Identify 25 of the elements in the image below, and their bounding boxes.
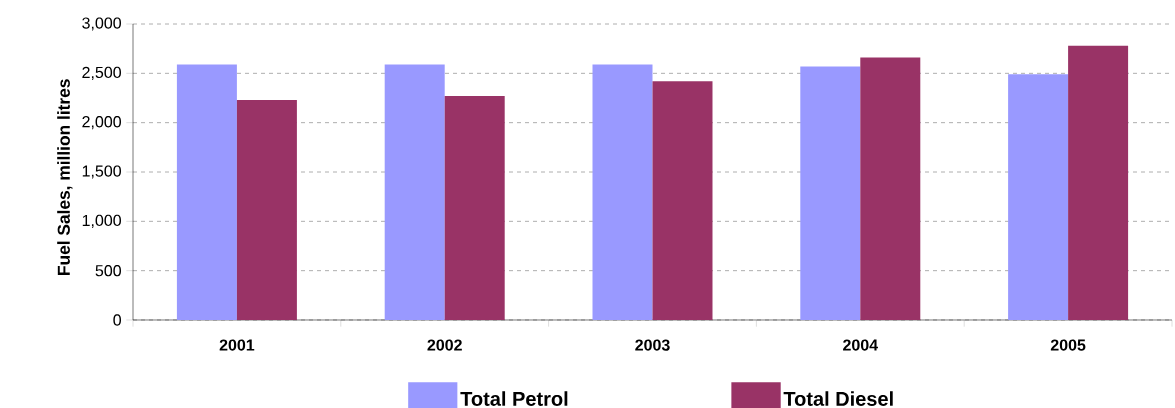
x-tick-label: 2005 [1050,339,1086,351]
y-axis-title: Fuel Sales, million litres [57,79,73,275]
bar [1068,45,1129,320]
legend-label: Total Petrol [460,391,568,406]
y-tick-label: 0 [113,314,122,326]
legend-label: Total Diesel [783,391,893,406]
y-tick-label: 500 [95,265,121,277]
y-tick-label: 1,500 [82,165,121,179]
y-tick-label: 2,000 [82,116,121,130]
bar [652,81,713,320]
bar [384,64,445,320]
y-tick-label: 1,000 [82,214,121,228]
bar [592,64,653,320]
y-tick-label: 2,500 [82,66,121,80]
y-tick-label: 3,000 [82,17,121,31]
x-tick-label: 2004 [843,339,878,351]
bar [800,66,861,320]
x-tick-label: 2003 [635,339,670,351]
bar [1008,74,1069,320]
bar [236,99,297,320]
x-tick-label: 2002 [427,339,462,351]
x-tick-label: 2001 [219,339,255,351]
bar [860,57,921,320]
bar [444,96,505,320]
bar [176,64,237,320]
